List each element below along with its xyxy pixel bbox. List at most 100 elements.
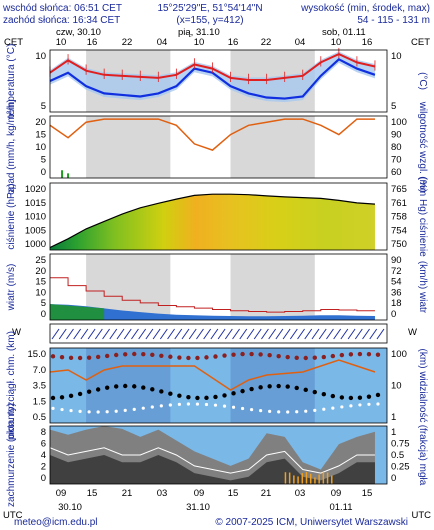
- wind-direction-arrow: [217, 328, 226, 340]
- wind-direction-arrow: [224, 328, 233, 340]
- wind-direction-arrow: [203, 328, 212, 340]
- day-label-bottom: 30.10: [58, 502, 82, 513]
- y-tick-right: 1: [391, 427, 396, 438]
- fog-bar: [331, 475, 333, 484]
- cloud-low-dot: [268, 409, 272, 414]
- hour-label-top: 04: [295, 37, 306, 48]
- cloud-base-dot: [366, 394, 372, 399]
- cloud-top-dot: [95, 354, 101, 360]
- precipitation-bar: [67, 173, 70, 178]
- day-label-top: czw, 30.10: [56, 27, 101, 38]
- cloud-top-dot: [303, 355, 308, 361]
- y-tick-right: 72: [391, 266, 402, 277]
- y-axis-label-left: wiatr (m/s): [6, 264, 17, 312]
- y-tick-left: 1020: [25, 184, 46, 195]
- cloud-low-dot: [240, 406, 245, 411]
- cloud-base-dot: [348, 395, 354, 401]
- cloud-low-dot: [186, 402, 191, 406]
- cloud-low-dot: [259, 409, 263, 413]
- y-tick-right: 754: [391, 225, 407, 236]
- cloud-base-dot: [276, 383, 281, 389]
- fog-bar: [293, 475, 295, 484]
- cloud-base-dot: [357, 395, 363, 400]
- cloud-top-dot: [357, 351, 363, 357]
- wind-direction-arrow: [145, 328, 154, 340]
- cloud-low-dot: [231, 405, 236, 409]
- panel-frame: [49, 253, 388, 321]
- y-axis-label-right: wilgotność wzgl. (%): [417, 101, 428, 193]
- wind-direction-arrow: [152, 328, 161, 340]
- wind-direction-strip: [49, 323, 388, 344]
- cloud-base-dot: [95, 387, 101, 392]
- fog-bar: [322, 472, 325, 484]
- cloud-top-dot: [86, 355, 92, 360]
- cloud-base-dot: [204, 395, 209, 401]
- y-tick-right: 10: [391, 381, 402, 392]
- hour-label-bottom: 09: [56, 488, 67, 499]
- cloud-low-dot: [78, 409, 82, 413]
- cloud-base-dot: [186, 394, 191, 400]
- cloud-base-dot: [222, 393, 227, 398]
- cloud-base-dot: [249, 386, 254, 392]
- footer-email[interactable]: meteo@icm.edu.pl: [14, 517, 98, 528]
- y-tick-right: 765: [391, 184, 407, 195]
- fog-bar: [301, 473, 304, 484]
- wind-direction-arrow: [116, 328, 125, 340]
- cloud-low-dot: [313, 408, 317, 412]
- cloud-top-dot: [276, 354, 281, 359]
- hour-label-bottom: 15: [362, 488, 373, 499]
- wind-direction-arrow: [347, 328, 356, 340]
- panel-frame: [49, 115, 388, 179]
- wind-direction-arrow: [275, 328, 284, 340]
- wind-direction-arrow: [318, 328, 327, 340]
- wind-direction-arrow: [131, 328, 139, 340]
- y-tick-right: 100: [391, 349, 407, 360]
- hour-label-top: 10: [194, 37, 205, 48]
- y-axis-label-right: (mm Hg) ciśnienie: [417, 176, 428, 257]
- hour-label-bottom: 15: [87, 488, 98, 499]
- cloud-top-dot: [375, 352, 381, 357]
- y-axis-label-right: (km/h) wiatr: [417, 261, 428, 314]
- fog-bar: [326, 472, 329, 484]
- hour-label-bottom: 21: [122, 488, 133, 499]
- cloud-base-dot: [86, 389, 92, 394]
- y-tick-left: 3.5: [33, 381, 46, 392]
- wind-gust-line: [50, 277, 375, 313]
- cloud-top-dot: [258, 352, 263, 357]
- wind-direction-arrow: [123, 328, 132, 340]
- cloud-low-dot: [105, 410, 109, 414]
- cloud-top-dot: [177, 355, 182, 360]
- cloud-base-dot: [375, 392, 381, 398]
- y-tick-right: 36: [391, 287, 402, 298]
- cloud-top-dot: [186, 355, 191, 361]
- cloud-top-dot: [240, 351, 245, 357]
- sunset-text: zachód słońca: 16:34 CET: [3, 15, 120, 26]
- cloud-top-dot: [132, 351, 137, 357]
- cloud-low-dot: [51, 406, 55, 410]
- y-tick-left: 5: [41, 101, 46, 112]
- cloud-low-dot: [204, 402, 209, 407]
- cloud-base-dot: [213, 394, 218, 400]
- y-tick-right: 5: [391, 101, 396, 112]
- hour-label-bottom: 03: [295, 488, 306, 499]
- cloud-top-dot: [77, 355, 83, 361]
- wind-direction-arrow: [174, 328, 183, 340]
- cloud-base-dot: [195, 395, 200, 401]
- wind-strong-area: [50, 304, 105, 320]
- wind-direction-arrow: [239, 328, 248, 340]
- hour-labels-top: 10 16 22 04 10 16 22 04 10 16: [56, 37, 373, 48]
- hour-label-bottom: 09: [194, 488, 205, 499]
- y-tick-left: 1.5: [33, 396, 46, 407]
- compass-right: W: [408, 327, 417, 338]
- sunrise-text: wschód słońca: 06:51 CET: [2, 3, 122, 14]
- cloud-low-dot: [367, 402, 371, 406]
- y-axis-label-right: (km) widzialność: [417, 349, 428, 423]
- cloud-base-dot: [312, 389, 317, 395]
- wind-direction-arrow: [326, 328, 334, 340]
- cloud-top-dot: [312, 355, 317, 360]
- day-labels-top: czw, 30.10 pią, 31.10 sob, 01.11: [56, 27, 366, 38]
- y-tick-right: 0.5: [391, 450, 404, 461]
- y-tick-left: 15.0: [28, 349, 47, 360]
- wind-direction-arrow: [102, 328, 110, 340]
- hour-label-top: 16: [228, 37, 239, 48]
